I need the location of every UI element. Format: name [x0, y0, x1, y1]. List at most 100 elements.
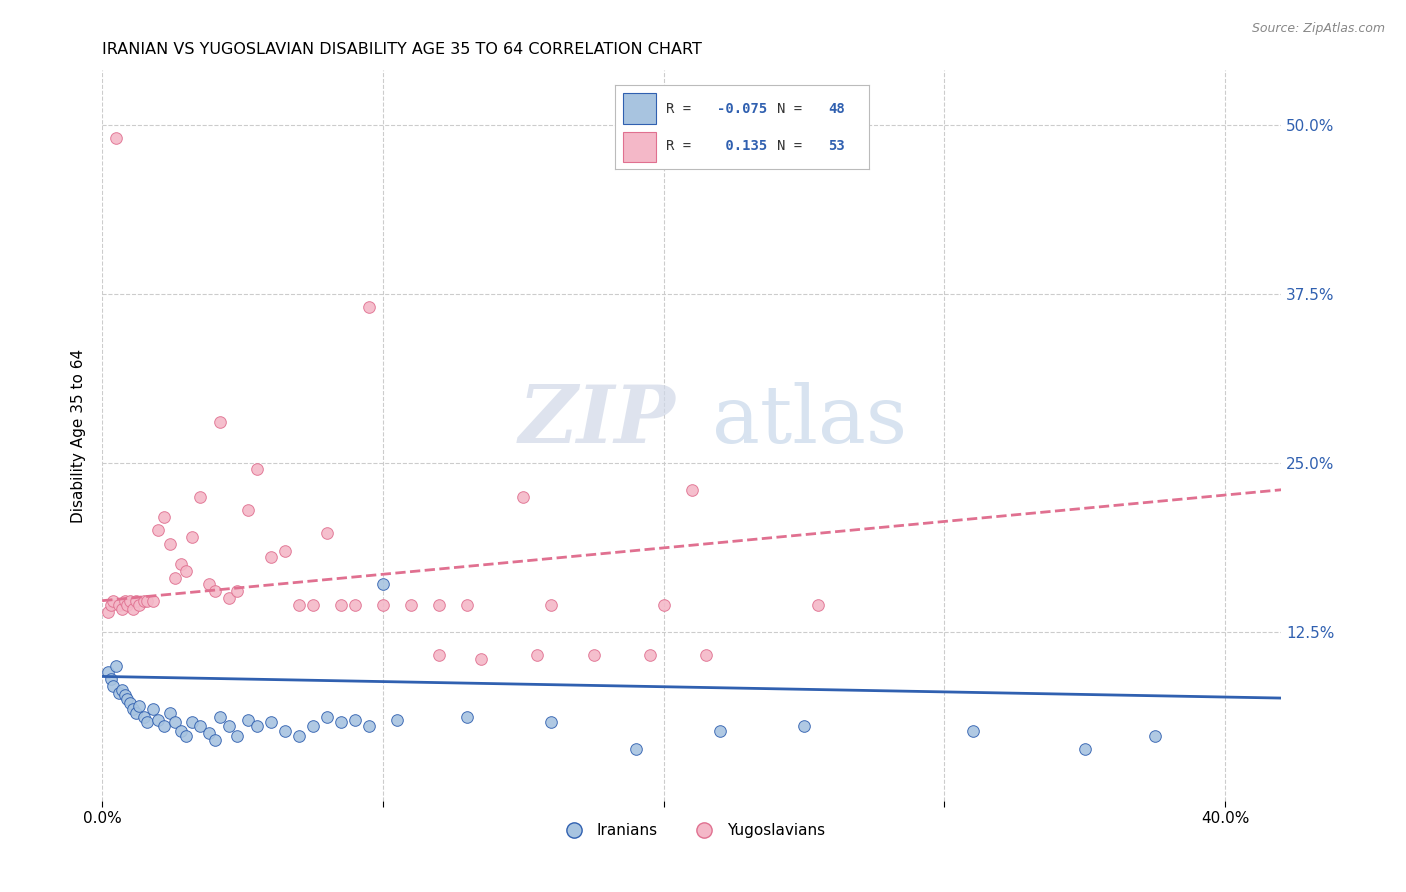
Point [540, 598, 562, 612]
Point [315, 526, 337, 541]
Point [111, 602, 134, 616]
Point [117, 598, 139, 612]
Point [343, 713, 366, 727]
Point [181, 530, 204, 544]
Point [301, 719, 323, 733]
Point [176, 564, 198, 578]
Point [315, 710, 337, 724]
Point [343, 598, 366, 612]
Point [209, 415, 232, 429]
Point [134, 710, 156, 724]
Point [371, 598, 394, 612]
Point [198, 577, 221, 591]
Point [540, 715, 562, 730]
Point [329, 598, 352, 612]
Point [190, 719, 212, 733]
Point [260, 715, 283, 730]
Point [142, 702, 165, 716]
Point [153, 509, 176, 524]
Point [125, 593, 148, 607]
Point [125, 706, 148, 720]
Point [209, 710, 232, 724]
Point [238, 503, 260, 517]
Point [287, 729, 309, 743]
Point [176, 729, 198, 743]
Text: IRANIAN VS YUGOSLAVIAN DISABILITY AGE 35 TO 64 CORRELATION CHART: IRANIAN VS YUGOSLAVIAN DISABILITY AGE 35… [103, 42, 702, 57]
Point [134, 593, 156, 607]
Text: Source: ZipAtlas.com: Source: ZipAtlas.com [1251, 22, 1385, 36]
Point [218, 591, 240, 605]
Point [122, 702, 145, 716]
Point [427, 598, 450, 612]
Point [100, 672, 122, 686]
Point [357, 719, 380, 733]
Point [470, 652, 492, 666]
Point [204, 584, 226, 599]
Point [159, 706, 181, 720]
Point [246, 462, 269, 476]
Point [198, 726, 221, 740]
Point [153, 719, 176, 733]
Point [301, 598, 323, 612]
Point [226, 729, 249, 743]
Point [148, 713, 170, 727]
Point [103, 593, 125, 607]
Text: ZIP: ZIP [519, 383, 676, 459]
Point [681, 483, 703, 497]
Point [709, 723, 731, 738]
Point [170, 557, 193, 571]
Point [170, 723, 193, 738]
Point [962, 723, 984, 738]
Point [238, 713, 260, 727]
Point [165, 715, 187, 730]
Point [136, 715, 159, 730]
Point [793, 719, 815, 733]
Point [100, 598, 122, 612]
Point [142, 593, 165, 607]
Point [287, 598, 309, 612]
Point [148, 524, 170, 538]
Point [97, 665, 120, 680]
Y-axis label: Disability Age 35 to 64: Disability Age 35 to 64 [72, 349, 86, 523]
Point [108, 598, 131, 612]
Point [1144, 729, 1167, 743]
Point [204, 733, 226, 747]
Point [624, 742, 647, 756]
Point [122, 602, 145, 616]
Point [190, 490, 212, 504]
Point [807, 598, 830, 612]
Point [246, 719, 269, 733]
Point [512, 490, 534, 504]
Point [1074, 742, 1097, 756]
Point [582, 648, 605, 662]
Point [103, 679, 125, 693]
Point [117, 692, 139, 706]
Point [108, 686, 131, 700]
Point [136, 593, 159, 607]
Point [399, 598, 422, 612]
Point [652, 598, 675, 612]
Point [427, 648, 450, 662]
Point [128, 598, 150, 612]
Point [260, 550, 283, 565]
Point [357, 300, 380, 314]
Point [526, 648, 548, 662]
Text: atlas: atlas [713, 382, 907, 460]
Point [165, 571, 187, 585]
Point [97, 605, 120, 619]
Point [273, 543, 295, 558]
Point [385, 713, 408, 727]
Point [181, 715, 204, 730]
Point [456, 710, 478, 724]
Point [371, 577, 394, 591]
Point [218, 719, 240, 733]
Point [638, 648, 661, 662]
Point [456, 598, 478, 612]
Point [273, 723, 295, 738]
Point [120, 697, 142, 711]
Point [120, 593, 142, 607]
Point [105, 658, 128, 673]
Point [695, 648, 717, 662]
Point [114, 689, 136, 703]
Point [114, 593, 136, 607]
